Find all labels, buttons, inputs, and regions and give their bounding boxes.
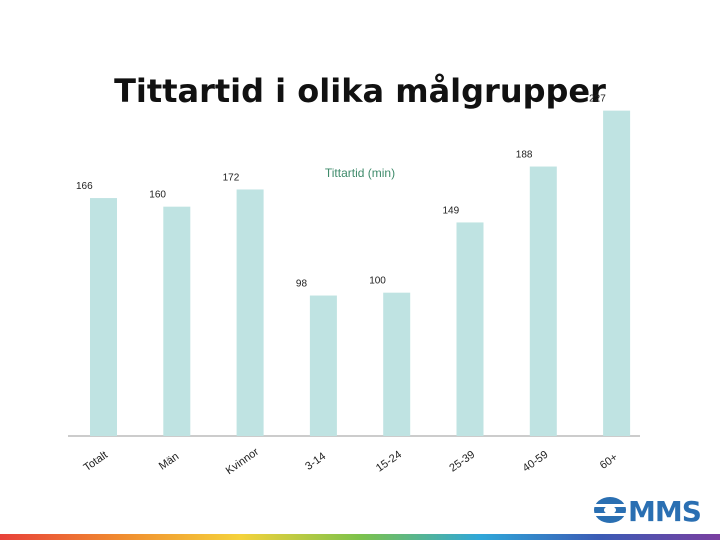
category-label-2: Kvinnor bbox=[224, 446, 262, 477]
bar-5 bbox=[456, 222, 484, 436]
bar-1 bbox=[163, 206, 191, 436]
bar-0 bbox=[90, 198, 117, 436]
value-label-5: 149 bbox=[443, 205, 460, 216]
category-label-5: 25-39 bbox=[447, 449, 477, 475]
mms-globe-icon bbox=[594, 497, 626, 523]
bar-3 bbox=[309, 295, 337, 436]
value-label-3: 98 bbox=[296, 279, 308, 290]
value-label-0: 166 bbox=[76, 181, 93, 192]
slide-title: Tittartid i olika målgrupper bbox=[114, 72, 606, 110]
category-label-7: 60+ bbox=[598, 451, 620, 472]
logo-text: MMS bbox=[628, 495, 701, 528]
mms-logo: MMS bbox=[594, 495, 702, 528]
value-label-4: 100 bbox=[369, 276, 386, 287]
bar-6 bbox=[529, 166, 557, 437]
value-label-1: 160 bbox=[149, 190, 166, 201]
category-label-0: Totalt bbox=[82, 449, 110, 474]
value-label-6: 188 bbox=[516, 150, 533, 161]
bar-2 bbox=[236, 189, 264, 436]
chart-title: Tittartid (min) bbox=[324, 166, 396, 180]
value-label-7: 227 bbox=[589, 94, 606, 105]
value-label-2: 172 bbox=[223, 172, 240, 183]
bar-4 bbox=[383, 292, 411, 436]
category-label-4: 15-24 bbox=[374, 449, 404, 475]
category-label-1: Män bbox=[157, 450, 181, 472]
category-label-3: 3-14 bbox=[303, 450, 328, 472]
bar-7 bbox=[603, 110, 631, 436]
color-strip bbox=[0, 534, 720, 540]
category-label-6: 40-59 bbox=[521, 449, 551, 475]
